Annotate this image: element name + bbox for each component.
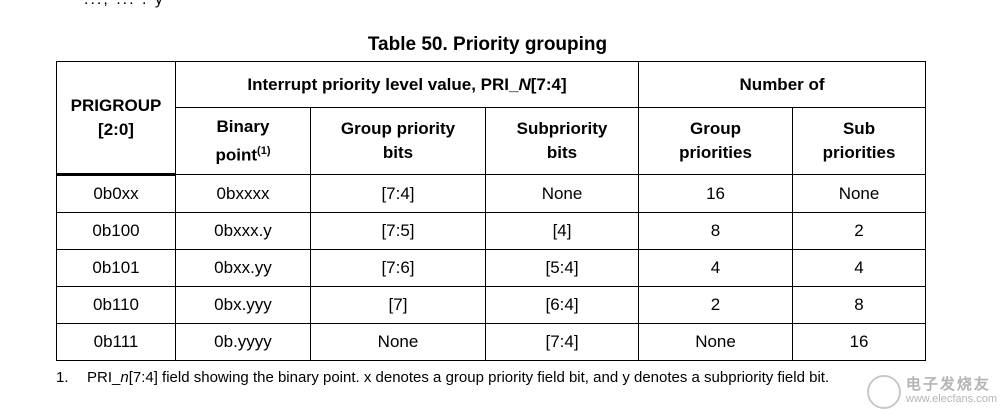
cell-group-priorities: 8 <box>638 212 794 250</box>
header-group-priority-bits-line2: bits <box>382 143 414 162</box>
cell-subpriority-bits: [6:4] <box>484 286 640 324</box>
footnote-number: 1. <box>56 369 69 386</box>
header-group-priorities: Group priorities <box>638 107 794 175</box>
cell-group-priority-bits: [7] <box>310 286 486 324</box>
previous-text-fragment: ..., ... . y <box>84 0 165 9</box>
cell-prigroup: 0b0xx <box>56 174 176 213</box>
watermark-text: 电子发烧友 www.elecfans.com <box>905 376 997 406</box>
cell-prigroup: 0b111 <box>56 323 176 361</box>
header-subpriority-bits: Subpriority bits <box>484 107 640 175</box>
cell-subpriority-bits: [4] <box>484 212 640 250</box>
cell-group-priorities: 16 <box>638 174 794 213</box>
footnote-text-italic: n <box>120 369 129 386</box>
header-group-priorities-line1: Group <box>690 119 742 138</box>
watermark-logo-icon <box>866 375 901 409</box>
table-row: 0b100 0bxxx.y [7:5] [4] 8 2 <box>56 212 927 250</box>
cell-subpriority-bits: [7:4] <box>484 323 640 361</box>
table-title: Table 50. Priority grouping <box>367 34 608 55</box>
header-sub-priorities-line1: Sub <box>842 119 876 138</box>
cell-subpriority-bits: None <box>484 174 640 213</box>
watermark-url: www.elecfans.com <box>905 393 997 405</box>
cell-group-priorities: None <box>638 323 794 361</box>
footnote-text: PRI_n[7:4] field showing the binary poin… <box>87 369 927 386</box>
cell-subpriority-bits: [5:4] <box>484 249 640 287</box>
table-row: 0b111 0b.yyyy None [7:4] None 16 <box>56 323 927 361</box>
watermark-chinese: 电子发烧友 <box>905 376 991 393</box>
header-sub-priorities: Sub priorities <box>792 107 927 175</box>
cell-group-priority-bits: [7:4] <box>310 174 486 213</box>
cell-binary-point: 0bxx.yy <box>175 249 311 287</box>
header-prigroup-line2: [2:0] <box>98 119 134 139</box>
header-group-priority-bits-line1: Group priority <box>340 119 456 138</box>
header-group-priority-bits: Group priority bits <box>310 107 486 175</box>
header-group-priorities-line2: priorities <box>679 143 752 162</box>
table-row: 0b110 0bx.yyy [7] [6:4] 2 8 <box>56 286 927 324</box>
cell-sub-priorities: 8 <box>792 286 927 324</box>
footnote-text-post: [7:4] field showing the binary point. x … <box>128 369 830 386</box>
table-row: 0b101 0bxx.yy [7:6] [5:4] 4 4 <box>56 249 927 287</box>
header-row-2: Binary point(1) Group priority bits Subp… <box>57 107 927 175</box>
header-binary-point: Binary point(1) <box>175 107 311 175</box>
header-subpriority-bits-line1: Subpriority <box>516 119 608 138</box>
cell-binary-point: 0bxxx.y <box>175 212 311 250</box>
footnote-ref: (1) <box>257 144 271 157</box>
table-row: 0b0xx 0bxxxx [7:4] None 16 None <box>56 174 927 213</box>
cell-sub-priorities: None <box>792 174 927 213</box>
cell-binary-point: 0bxxxx <box>175 174 311 213</box>
cell-group-priority-bits: None <box>310 323 486 361</box>
header-prigroup: PRIGROUP [2:0] <box>56 61 176 176</box>
footnote-text-pre: PRI_ <box>87 369 121 386</box>
cell-prigroup: 0b110 <box>56 286 176 324</box>
header-interrupt-priority-level: Interrupt priority level value, PRI_N[7:… <box>174 61 640 108</box>
header-binary-point-line1: Binary <box>216 116 270 136</box>
header-subpriority-bits-line2: bits <box>546 143 578 162</box>
cell-binary-point: 0b.yyyy <box>175 323 311 361</box>
watermark: 电子发烧友 www.elecfans.com <box>866 375 997 409</box>
header-sub-priorities-line2: priorities <box>822 143 896 162</box>
cell-binary-point: 0bx.yyy <box>175 286 311 324</box>
cell-prigroup: 0b100 <box>56 212 176 250</box>
header-interrupt-italic: N <box>518 74 531 94</box>
cell-group-priority-bits: [7:5] <box>310 212 486 250</box>
header-interrupt-post: [7:4] <box>530 74 567 94</box>
priority-grouping-table: PRIGROUP [2:0] Interrupt priority level … <box>56 61 927 361</box>
cell-prigroup: 0b101 <box>56 249 176 287</box>
cell-sub-priorities: 2 <box>792 212 927 250</box>
cell-sub-priorities: 16 <box>792 323 927 361</box>
cell-group-priority-bits: [7:6] <box>310 249 486 287</box>
cell-group-priorities: 4 <box>638 249 794 287</box>
cell-group-priorities: 2 <box>638 286 794 324</box>
header-binary-point-line2: point <box>215 145 258 165</box>
header-interrupt-pre: Interrupt priority level value, PRI_ <box>247 74 519 94</box>
header-number-of: Number of <box>638 61 927 108</box>
header-prigroup-line1: PRIGROUP <box>70 95 162 115</box>
cell-sub-priorities: 4 <box>792 249 927 287</box>
header-row-1: PRIGROUP [2:0] Interrupt priority level … <box>56 61 927 176</box>
